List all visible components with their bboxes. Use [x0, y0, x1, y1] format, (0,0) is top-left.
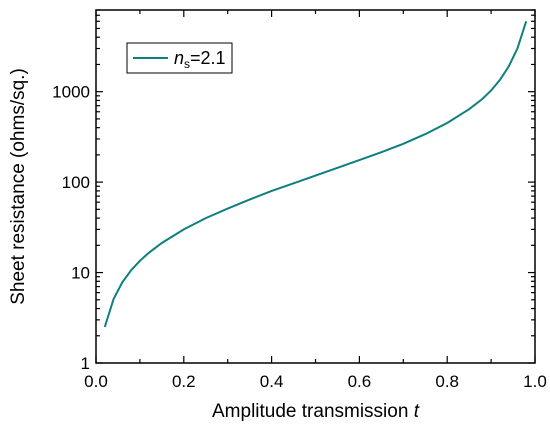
legend-value: =2.1	[190, 48, 226, 68]
legend: ns=2.1	[126, 42, 233, 74]
x-axis-label: Amplitude transmission t	[212, 401, 420, 422]
y-tick-label: 10	[71, 264, 90, 283]
x-tick-label: 0.6	[348, 372, 372, 391]
y-tick-label: 100	[62, 173, 90, 192]
x-tick-label: 0.0	[84, 372, 108, 391]
y-tick-label: 1000	[52, 83, 90, 102]
x-tick-label: 0.4	[260, 372, 284, 391]
series-line-ns	[103, 20, 528, 328]
x-tick-label: 0.8	[435, 372, 459, 391]
plot-frame	[95, 9, 536, 364]
legend-var: n	[174, 48, 184, 68]
ticks-layer: 0.0 0.2 0.4 0.6 0.8 1.0 1 10 100 1000	[52, 9, 547, 391]
y-tick-label: 1	[81, 354, 90, 373]
x-tick-label: 1.0	[523, 372, 547, 391]
x-tick-label: 0.2	[172, 372, 196, 391]
legend-label: ns=2.1	[174, 48, 226, 71]
x-axis-label-text: Amplitude transmission	[212, 401, 408, 422]
y-axis-label: Sheet resistance (ohms/sq.)	[8, 68, 29, 305]
x-axis-label-var: t	[414, 401, 420, 422]
legend-sub: s	[184, 57, 190, 71]
